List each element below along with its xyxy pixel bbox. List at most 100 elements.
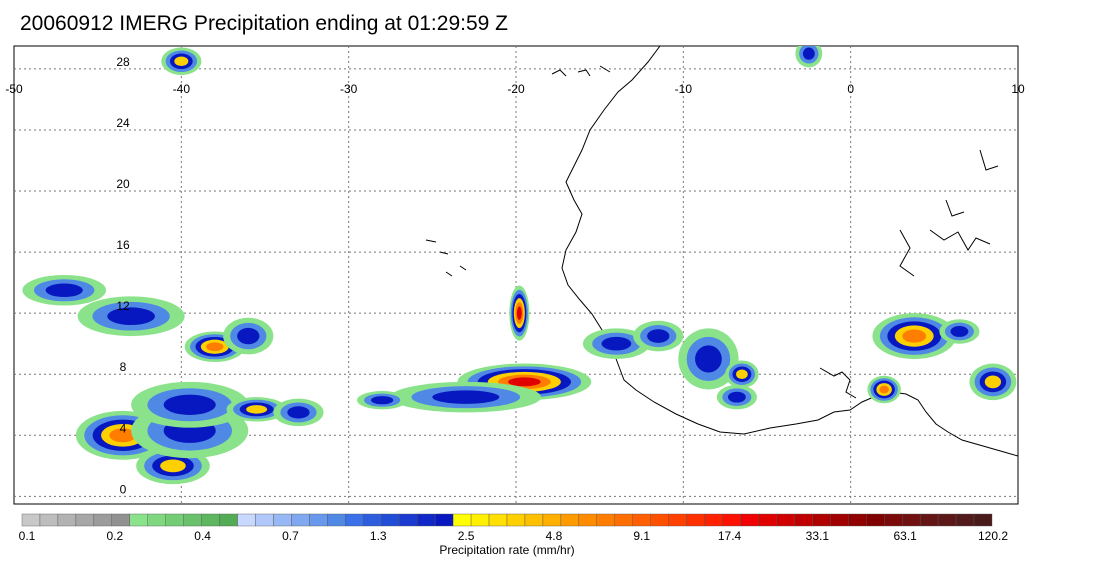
colorbar-swatch [345, 513, 364, 527]
lon-tick-label: 10 [1011, 82, 1025, 96]
gridlines [14, 46, 1018, 504]
precip-contour [163, 394, 216, 415]
precip-contour [432, 390, 500, 404]
precip-cell [725, 360, 759, 388]
precip-contour [879, 385, 889, 394]
colorbar-swatch [560, 513, 580, 527]
colorbar-swatch [632, 513, 651, 527]
precip-contour [174, 56, 189, 67]
eastern-coast [929, 229, 991, 251]
precipitation-field [22, 46, 1017, 485]
precip-cell [136, 447, 210, 485]
colorbar-swatch [57, 513, 77, 527]
colorbar-swatch [596, 513, 615, 527]
colorbar-swatch [147, 513, 166, 527]
colorbar-swatch [452, 513, 472, 527]
precip-cell [273, 398, 324, 427]
colorbar-swatch [363, 513, 382, 527]
lat-tick-label: 28 [116, 55, 130, 69]
precip-contour [237, 327, 260, 345]
precip-contour [802, 47, 815, 60]
axis-tick-labels: -50 -40 -30 -20 -10 0 10 0 4 8 12 16 20 24 28 [5, 55, 1025, 496]
colorbar-tick-label: 17.4 [717, 529, 742, 543]
colorbar-swatch [668, 513, 687, 527]
colorbar-swatch [165, 513, 184, 527]
lon-tick-label: -10 [675, 82, 693, 96]
lat-tick-label: 0 [120, 482, 127, 496]
colorbar-tick-label: 9.1 [633, 529, 651, 543]
colorbar-swatch [524, 513, 544, 527]
precip-contour [246, 405, 268, 414]
map-title: 20060912 IMERG Precipitation ending at 0… [20, 12, 508, 35]
colorbar-tick-label: 2.5 [457, 529, 475, 543]
colorbar-swatch [776, 513, 795, 527]
precip-cell [678, 328, 739, 390]
precip-cell [77, 296, 185, 337]
precip-contour [516, 306, 522, 320]
precip-cell [22, 275, 107, 306]
river-lines [899, 149, 999, 277]
colorbar-swatch [399, 513, 418, 527]
colorbar-swatch [488, 513, 508, 527]
precip-contour [287, 406, 310, 419]
colorbar-swatch [901, 513, 921, 527]
colorbar-title: Precipitation rate (mm/hr) [439, 543, 575, 557]
precip-cell [226, 397, 287, 422]
lon-tick-label: -40 [173, 82, 191, 96]
colorbar-swatch [129, 513, 148, 527]
colorbar-swatch [758, 513, 777, 527]
colorbar-swatch [866, 513, 885, 527]
precip-cell [872, 313, 957, 359]
precip-cell [357, 391, 408, 410]
africa-coastline [561, 46, 1018, 457]
niger-delta-coast [819, 367, 857, 399]
colorbar-swatch [75, 513, 95, 527]
colorbar-swatch [884, 513, 903, 527]
precip-contour [984, 375, 1002, 389]
lon-tick-label: -20 [507, 82, 525, 96]
precip-contour [736, 369, 748, 380]
colorbar-swatch [93, 513, 113, 527]
lat-tick-label: 16 [116, 238, 130, 252]
colorbar-swatch [794, 513, 813, 527]
lon-tick-label: -50 [5, 82, 23, 96]
colorbar-swatch [309, 513, 328, 527]
colorbar-swatch [416, 513, 436, 527]
colorbar-swatch [955, 513, 975, 527]
colorbar-swatch [381, 513, 400, 527]
colorbar-swatch [937, 513, 957, 527]
colorbar-tick-label: 0.4 [194, 529, 211, 543]
canary-islands [551, 65, 611, 77]
precip-cell [969, 363, 1017, 401]
precip-cell [633, 320, 684, 352]
precip-contour [370, 396, 394, 405]
colorbar-swatch [704, 513, 723, 527]
precip-contour [950, 326, 969, 337]
colorbar-swatch [219, 513, 238, 527]
coastlines [425, 46, 1018, 457]
precip-cell [131, 381, 249, 428]
colorbar-swatch [291, 513, 310, 527]
precip-cell [161, 47, 202, 76]
lat-tick-label: 4 [120, 421, 127, 435]
colorbar-swatch [722, 513, 741, 527]
precip-cell [939, 319, 980, 344]
precip-contour [601, 336, 632, 351]
colorbar-tick-label: 0.7 [282, 529, 299, 543]
colorbar-swatch [848, 513, 867, 527]
colorbar-swatch [740, 513, 759, 527]
colorbar-swatch [111, 513, 130, 527]
colorbar-tick-label: 0.1 [18, 529, 36, 543]
precip-cell [390, 381, 542, 413]
colorbar-swatch [255, 513, 274, 527]
precip-contour [902, 329, 927, 343]
colorbar-tick-label: 33.1 [805, 529, 830, 543]
colorbar-tick-label: 120.2 [977, 529, 1009, 543]
precip-contour [727, 391, 746, 403]
precip-contour [107, 307, 155, 326]
precip-contour [695, 345, 722, 373]
colorbar-swatch [542, 513, 562, 527]
colorbar-swatch [830, 513, 849, 527]
colorbar-swatch [686, 513, 705, 527]
